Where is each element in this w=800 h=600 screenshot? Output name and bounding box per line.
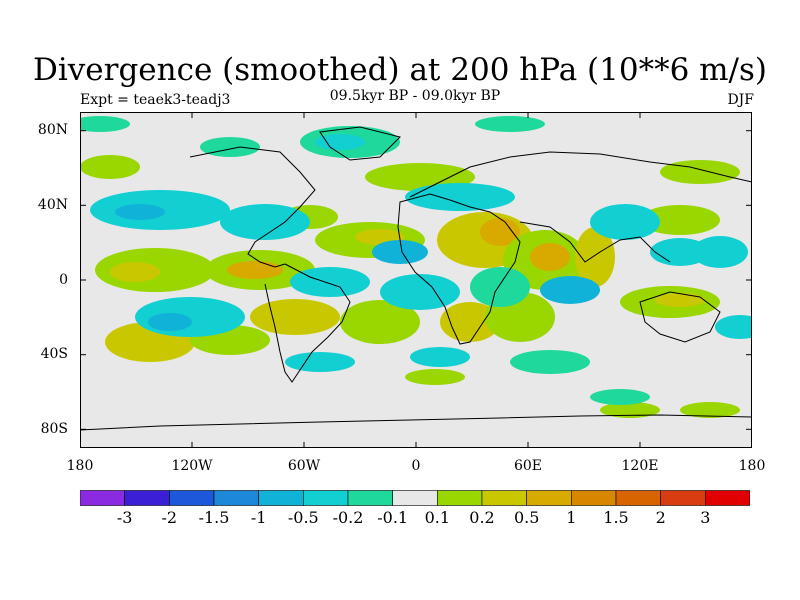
divergence-map [80,112,752,448]
colorbar-label: -0.5 [287,508,319,527]
season-label: DJF [727,92,754,108]
lat-tick-label: 0 [59,272,68,288]
colorbar-label: -3 [116,508,133,527]
colorbar-label: 1 [566,508,577,527]
colorbar-swatch [303,490,349,506]
lat-tick-label: 80S [40,421,68,437]
lon-tick-label: 0 [411,458,421,474]
lon-tick-label: 120W [171,458,213,474]
negative-anomaly-fields [80,116,752,405]
colorbar-swatch [481,490,527,506]
lon-tick-label: 180 [738,458,766,474]
colorbar-label: 0.1 [424,508,451,527]
lon-tick-label: 60W [287,458,321,474]
colorbar-swatch [258,490,304,506]
colorbar-swatch [124,490,170,506]
lat-tick-label: 40S [40,346,68,362]
lat-tick-label: 40N [37,197,68,213]
lon-tick-label: 60E [513,458,543,474]
lon-tick-label: 180 [66,458,94,474]
divergence-fields [80,116,752,418]
colorbar-swatch [705,490,750,506]
colorbar-swatch [571,490,617,506]
colorbar-label: -1.5 [198,508,230,527]
colorbar-swatch [213,490,259,506]
period-label: 09.5kyr BP - 09.0kyr BP [329,88,501,104]
colorbar-swatch [169,490,215,506]
colorbar-label: -0.2 [332,508,364,527]
colorbar-label: -1 [250,508,267,527]
colorbar-label: 3 [700,508,711,527]
colorbar-label: 2 [655,508,666,527]
lon-tick-label: 120E [621,458,659,474]
colorbar-label: 1.5 [603,508,629,527]
plot-title: Divergence (smoothed) at 200 hPa (10**6 … [33,52,767,88]
colorbar [80,490,750,506]
colorbar-label: 0.5 [513,508,540,527]
colorbar-swatch [615,490,661,506]
colorbar-swatch [392,490,438,506]
colorbar-swatch [80,490,125,506]
coastlines [80,126,752,431]
colorbar-label: -2 [161,508,178,527]
axis-ticks [80,112,752,448]
lat-tick-label: 80N [37,122,68,138]
colorbar-swatch [437,490,483,506]
colorbar-label: 0.2 [469,508,495,527]
colorbar-swatch [660,490,706,506]
colorbar-label: -0.1 [377,508,409,527]
colorbar-swatch [526,490,572,506]
colorbar-swatch [347,490,393,506]
experiment-label: Expt = teaek3-teadj3 [80,92,231,108]
